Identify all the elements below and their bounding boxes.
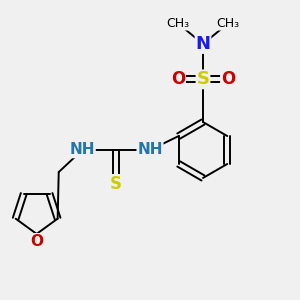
Text: S: S	[110, 175, 122, 193]
Text: NH: NH	[137, 142, 163, 158]
Text: O: O	[30, 234, 43, 249]
Text: N: N	[196, 35, 211, 53]
Text: S: S	[196, 70, 209, 88]
Text: NH: NH	[70, 142, 95, 158]
Text: O: O	[171, 70, 185, 88]
Text: O: O	[221, 70, 235, 88]
Text: CH₃: CH₃	[217, 17, 240, 30]
Text: CH₃: CH₃	[167, 17, 190, 30]
